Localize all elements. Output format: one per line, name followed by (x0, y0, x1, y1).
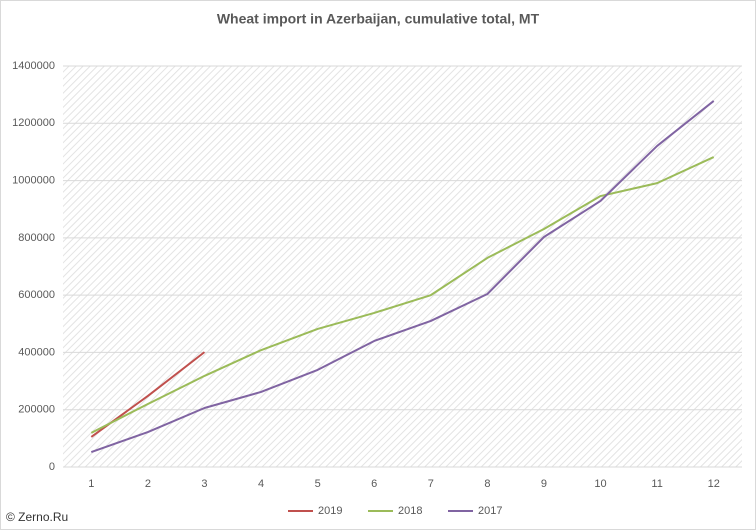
x-tick-label: 7 (428, 478, 434, 490)
y-tick-label: 400000 (18, 346, 55, 358)
y-tick-label: 0 (49, 461, 55, 473)
legend-label: 2019 (318, 505, 342, 517)
legend-label: 2017 (478, 505, 502, 517)
x-tick-label: 12 (708, 478, 720, 490)
x-tick-label: 5 (315, 478, 321, 490)
x-tick-label: 11 (651, 478, 662, 490)
y-tick-label: 1200000 (12, 117, 55, 129)
legend-label: 2018 (398, 505, 422, 517)
x-tick-label: 10 (594, 478, 606, 490)
plot-area (63, 66, 742, 467)
x-tick-label: 1 (88, 478, 94, 490)
y-tick-label: 600000 (18, 289, 55, 301)
x-tick-label: 2 (145, 478, 151, 490)
series-line (90, 100, 715, 454)
series-line (90, 156, 715, 434)
x-tick-label: 9 (541, 478, 547, 490)
x-tick-label: 6 (371, 478, 377, 490)
x-tick-label: 8 (484, 478, 490, 490)
y-tick-label: 1400000 (12, 60, 55, 72)
chart-title: Wheat import in Azerbaijan, cumulative t… (217, 11, 540, 27)
y-tick-label: 1000000 (12, 174, 55, 186)
x-tick-label: 3 (201, 478, 207, 490)
y-tick-label: 200000 (18, 404, 55, 416)
x-tick-label: 4 (258, 478, 264, 490)
watermark: © Zerno.Ru (6, 510, 68, 524)
y-tick-label: 800000 (18, 232, 55, 244)
